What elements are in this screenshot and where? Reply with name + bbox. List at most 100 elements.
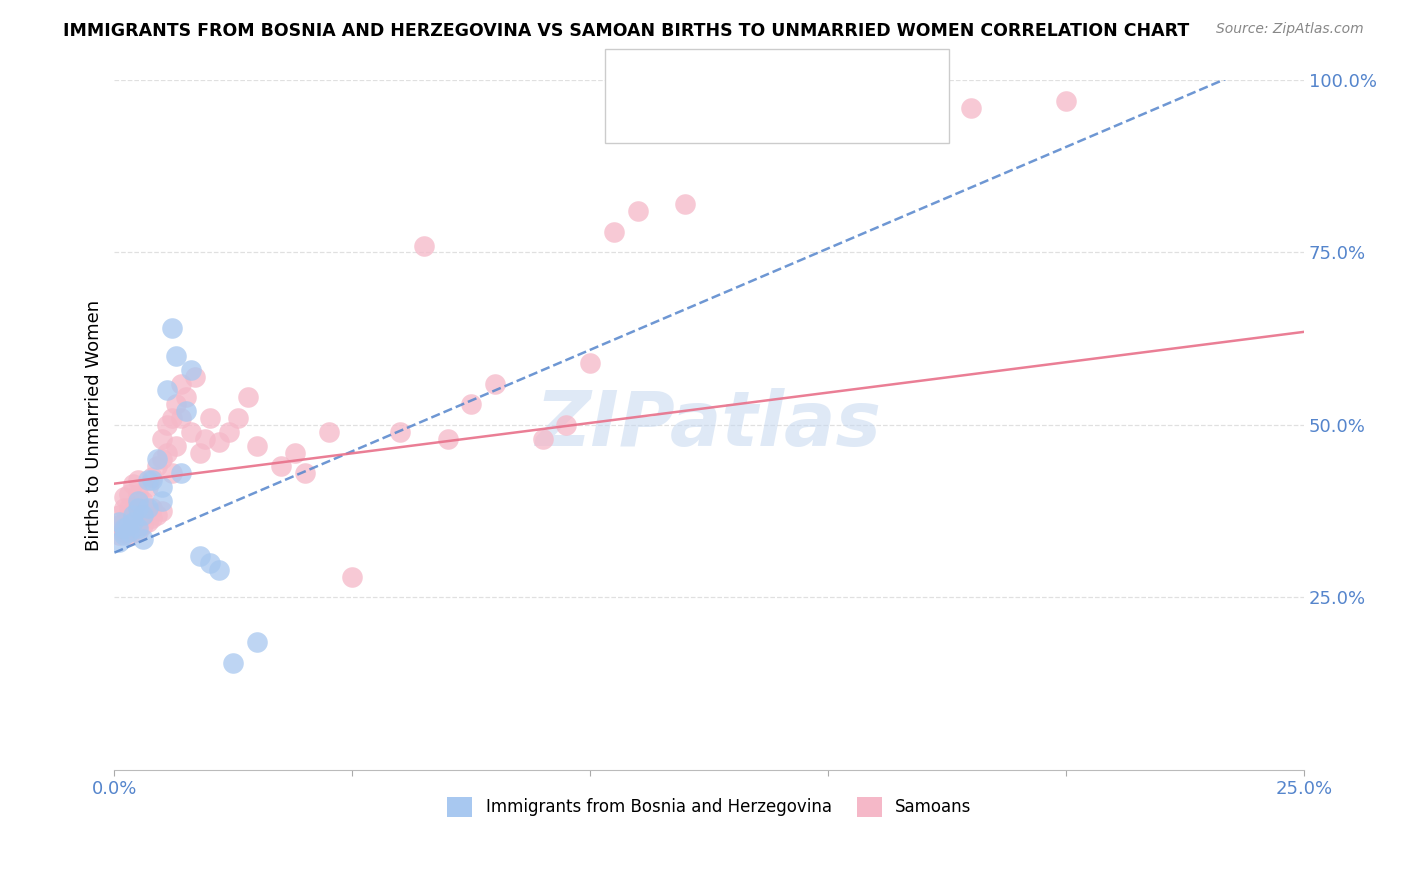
Point (150, 432, 173, 446)
Point (170, 376, 193, 391)
Point (1054, 94, 1077, 108)
Text: N = 30: N = 30 (785, 67, 848, 85)
Point (118, 518, 141, 533)
Point (127, 515, 149, 529)
Point (208, 435, 231, 450)
Point (531, 432, 554, 446)
Point (627, 204, 650, 219)
Point (108, 528, 131, 542)
Point (150, 452, 173, 467)
Point (112, 515, 135, 529)
Point (141, 511, 163, 525)
Point (132, 518, 155, 533)
Point (127, 473, 149, 487)
Point (136, 504, 159, 518)
Point (194, 432, 217, 446)
Point (960, 101, 983, 115)
Point (136, 500, 159, 515)
Point (136, 473, 159, 487)
Point (127, 524, 149, 539)
Point (127, 500, 149, 515)
Y-axis label: Births to Unmarried Women: Births to Unmarried Women (86, 300, 103, 550)
Point (108, 535, 131, 549)
Point (342, 570, 364, 584)
Point (127, 487, 149, 501)
Point (118, 508, 141, 522)
Point (165, 349, 187, 363)
Point (246, 635, 269, 649)
Point (460, 397, 482, 411)
Point (579, 356, 602, 370)
Point (122, 515, 145, 529)
Point (118, 487, 141, 501)
Point (150, 480, 173, 494)
Point (122, 476, 145, 491)
Text: Source: ZipAtlas.com: Source: ZipAtlas.com (1216, 22, 1364, 37)
Point (146, 508, 169, 522)
Point (180, 425, 202, 439)
Point (127, 504, 149, 518)
Point (141, 500, 163, 515)
Point (141, 469, 163, 483)
Point (136, 515, 159, 529)
Point (165, 397, 187, 411)
Point (160, 467, 183, 481)
Point (146, 459, 169, 474)
Point (112, 528, 135, 542)
Point (222, 656, 245, 670)
Point (118, 518, 141, 533)
Point (118, 500, 141, 515)
Point (388, 425, 411, 439)
Point (112, 491, 135, 505)
Point (188, 445, 211, 459)
Point (218, 425, 240, 439)
Point (141, 473, 163, 487)
Point (284, 445, 307, 459)
Point (136, 480, 159, 494)
Point (318, 425, 340, 439)
Point (108, 518, 131, 533)
Point (484, 376, 506, 391)
Point (132, 532, 155, 546)
Point (603, 225, 626, 239)
Point (436, 432, 458, 446)
Point (246, 439, 269, 453)
Point (198, 411, 221, 425)
Point (174, 404, 197, 418)
Point (170, 467, 193, 481)
Point (150, 494, 173, 508)
Point (165, 439, 187, 453)
Point (150, 504, 173, 518)
Point (226, 411, 249, 425)
Point (132, 494, 155, 508)
Point (156, 445, 179, 459)
Point (156, 417, 179, 432)
Point (146, 452, 169, 467)
Point (294, 467, 316, 481)
Point (270, 459, 292, 474)
Text: R = 0.334: R = 0.334 (665, 67, 755, 85)
Point (122, 521, 145, 535)
Point (180, 363, 202, 377)
Point (127, 494, 149, 508)
Point (118, 528, 141, 542)
Text: R =  0.155: R = 0.155 (665, 107, 761, 125)
Text: IMMIGRANTS FROM BOSNIA AND HERZEGOVINA VS SAMOAN BIRTHS TO UNMARRIED WOMEN CORRE: IMMIGRANTS FROM BOSNIA AND HERZEGOVINA V… (63, 22, 1189, 40)
Point (122, 515, 145, 529)
Point (236, 391, 259, 405)
Point (132, 508, 155, 522)
Point (184, 369, 207, 384)
Point (122, 504, 145, 518)
Point (156, 384, 179, 398)
Point (108, 508, 131, 522)
Point (208, 563, 231, 577)
Point (188, 549, 211, 563)
Point (174, 391, 197, 405)
Point (112, 521, 135, 535)
Legend: Immigrants from Bosnia and Herzegovina, Samoans: Immigrants from Bosnia and Herzegovina, … (440, 790, 979, 824)
Point (160, 321, 183, 335)
Point (412, 238, 434, 252)
Point (122, 508, 145, 522)
Point (118, 524, 141, 539)
Point (170, 411, 193, 425)
